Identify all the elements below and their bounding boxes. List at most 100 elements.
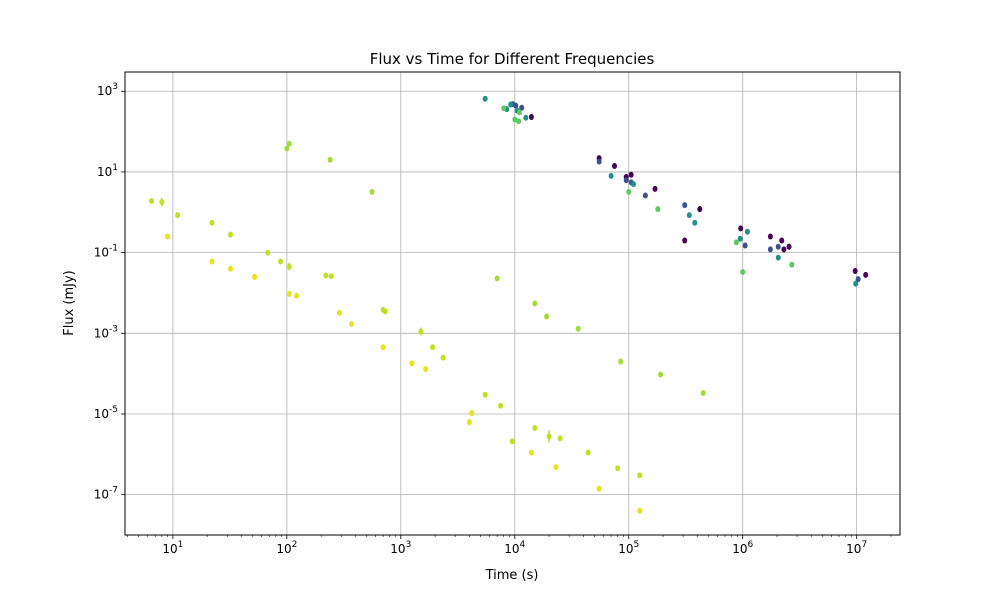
marker (286, 140, 292, 147)
data-point (227, 265, 233, 272)
data-point (278, 258, 284, 265)
marker (628, 171, 634, 178)
data-point (557, 435, 563, 442)
data-point (466, 419, 472, 426)
marker (637, 472, 643, 479)
data-point (469, 410, 475, 417)
marker (767, 233, 773, 240)
marker (528, 113, 534, 120)
data-point (482, 391, 488, 398)
data-point (779, 237, 785, 244)
marker (532, 300, 538, 307)
data-point (227, 231, 233, 238)
marker (700, 390, 706, 397)
data-point (781, 246, 787, 253)
grid (125, 72, 900, 535)
marker (618, 358, 624, 365)
marker (779, 237, 785, 244)
marker (575, 325, 581, 332)
data-point (159, 197, 165, 207)
data-point (512, 116, 518, 123)
y-tick-label: 10-7 (94, 486, 118, 502)
plot-frame (124, 71, 901, 536)
marker (733, 239, 739, 246)
marker (786, 243, 792, 250)
marker (498, 402, 504, 409)
marker (775, 254, 781, 261)
marker (430, 344, 436, 351)
marker (781, 246, 787, 253)
data-point (626, 188, 632, 195)
x-tick-label: 107 (846, 540, 867, 556)
data-point (655, 206, 661, 213)
y-tick-label: 10-5 (94, 405, 118, 421)
x-tick-label: 106 (732, 540, 753, 556)
data-point (652, 185, 658, 192)
data-point (528, 113, 534, 121)
marker (789, 261, 795, 268)
data-point (519, 104, 525, 111)
marker (286, 263, 292, 270)
data-point (742, 242, 748, 249)
data-point (744, 228, 750, 235)
data-point (418, 327, 424, 336)
x-tick-label: 105 (618, 540, 639, 556)
marker (642, 192, 648, 199)
data-point (532, 300, 538, 307)
data-point (175, 212, 181, 219)
data-point (596, 158, 602, 165)
data-point (553, 464, 559, 471)
marker (327, 156, 333, 163)
data-point (528, 449, 534, 456)
marker (852, 268, 858, 275)
data-point (509, 438, 515, 445)
marker (409, 360, 415, 367)
axis-ticks: 101 102 103 104 105 106 107 10-7 10-5 10-3 10-1 101… (94, 82, 892, 556)
x-tick-label: 103 (390, 540, 411, 556)
marker (608, 172, 614, 179)
data-point (789, 261, 795, 268)
data-point (623, 177, 629, 184)
marker (740, 269, 746, 276)
data-point (740, 269, 746, 276)
data-point (209, 258, 215, 265)
marker (513, 102, 519, 109)
marker (284, 145, 290, 152)
marker (512, 116, 518, 123)
data-point (165, 233, 171, 240)
marker (738, 225, 744, 232)
y-tick-label: 10-1 (94, 244, 118, 260)
marker (557, 435, 563, 442)
data-point (733, 239, 739, 246)
data-point (501, 105, 507, 112)
marker (697, 206, 703, 213)
data-point (323, 272, 329, 279)
marker (626, 188, 632, 195)
marker (482, 95, 488, 102)
data-point (686, 212, 692, 219)
data-point (596, 485, 602, 492)
marker (523, 114, 529, 121)
x-tick-label: 104 (504, 540, 525, 556)
data-point (516, 109, 522, 116)
marker (742, 242, 748, 249)
data-point (738, 225, 744, 232)
marker (265, 249, 271, 256)
marker (209, 219, 215, 226)
data-point (369, 188, 375, 195)
marker (328, 273, 334, 280)
data-point (286, 290, 292, 297)
data-point (523, 114, 529, 121)
marker (440, 354, 446, 361)
marker (227, 265, 233, 272)
marker (165, 233, 171, 240)
data-point (658, 371, 664, 378)
marker (863, 271, 869, 278)
marker (286, 290, 292, 297)
data-point (737, 235, 743, 242)
data-point (482, 95, 488, 102)
data-point (767, 233, 773, 240)
data-point (628, 171, 634, 178)
marker (658, 371, 664, 378)
data-point (767, 246, 773, 253)
